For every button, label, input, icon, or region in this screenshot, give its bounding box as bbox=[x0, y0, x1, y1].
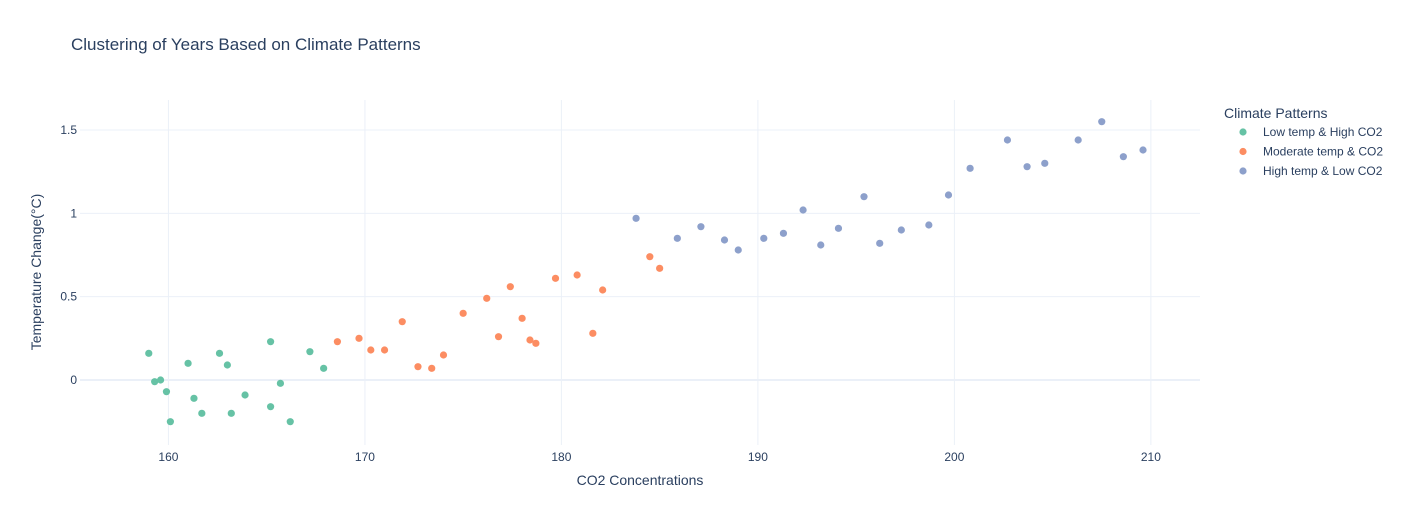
chart-title: Clustering of Years Based on Climate Pat… bbox=[71, 35, 421, 54]
data-point[interactable] bbox=[876, 239, 884, 247]
data-point[interactable] bbox=[190, 394, 198, 402]
legend-marker bbox=[1239, 128, 1247, 136]
data-point[interactable] bbox=[266, 403, 275, 411]
data-point[interactable] bbox=[779, 229, 788, 237]
data-point[interactable] bbox=[241, 391, 249, 399]
data-point[interactable] bbox=[355, 334, 363, 342]
data-point[interactable] bbox=[799, 206, 807, 214]
data-point[interactable] bbox=[1119, 153, 1127, 161]
data-point[interactable] bbox=[646, 253, 654, 261]
data-point[interactable] bbox=[333, 338, 342, 346]
data-point[interactable] bbox=[266, 338, 275, 346]
legend-marker bbox=[1239, 167, 1247, 175]
gridlines bbox=[80, 100, 1200, 445]
data-point[interactable] bbox=[860, 193, 868, 201]
data-point[interactable] bbox=[673, 234, 681, 242]
legend-item[interactable]: Low temp & High CO2 bbox=[1239, 125, 1383, 139]
data-point[interactable] bbox=[834, 224, 843, 232]
data-point[interactable] bbox=[156, 376, 165, 384]
data-point[interactable] bbox=[734, 246, 742, 254]
legend-item[interactable]: High temp & Low CO2 bbox=[1239, 164, 1383, 178]
series-3 bbox=[632, 118, 1147, 254]
data-point[interactable] bbox=[506, 283, 514, 291]
data-point[interactable] bbox=[380, 346, 389, 354]
data-point[interactable] bbox=[398, 318, 406, 326]
data-point[interactable] bbox=[306, 348, 314, 356]
data-point[interactable] bbox=[599, 286, 607, 294]
data-point[interactable] bbox=[145, 349, 153, 357]
legend-marker bbox=[1239, 147, 1247, 156]
x-tick-label: 170 bbox=[355, 450, 375, 464]
x-tick-label: 180 bbox=[551, 450, 571, 464]
data-point[interactable] bbox=[459, 309, 467, 317]
data-point[interactable] bbox=[720, 236, 729, 244]
data-point[interactable] bbox=[223, 361, 231, 369]
x-tick-label: 160 bbox=[158, 450, 178, 464]
data-point[interactable] bbox=[286, 418, 294, 426]
legend-label: Moderate temp & CO2 bbox=[1263, 145, 1383, 159]
legend-items: Low temp & High CO2 Moderate temp & CO2 Hi… bbox=[1239, 125, 1383, 178]
data-point[interactable] bbox=[1041, 159, 1049, 167]
x-tick-label: 200 bbox=[944, 450, 964, 464]
data-point[interactable] bbox=[551, 274, 560, 282]
data-point[interactable] bbox=[166, 418, 174, 426]
x-axis-title: CO2 Concentrations bbox=[577, 472, 704, 488]
data-point[interactable] bbox=[697, 223, 705, 231]
data-point[interactable] bbox=[439, 351, 448, 359]
data-point[interactable] bbox=[925, 221, 933, 229]
data-point[interactable] bbox=[1023, 163, 1031, 171]
data-point[interactable] bbox=[532, 339, 540, 347]
data-point[interactable] bbox=[897, 226, 905, 234]
y-axis-ticks: 0 0.5 1 1.5 bbox=[60, 123, 77, 387]
series-2 bbox=[333, 253, 664, 372]
data-point[interactable] bbox=[589, 329, 597, 337]
y-tick-label: 1.5 bbox=[60, 123, 77, 137]
data-point[interactable] bbox=[1139, 146, 1147, 154]
data-point[interactable] bbox=[760, 234, 768, 242]
x-tick-label: 210 bbox=[1141, 450, 1161, 464]
data-point[interactable] bbox=[1098, 118, 1106, 126]
data-point[interactable] bbox=[483, 294, 491, 302]
data-points bbox=[145, 118, 1147, 426]
data-point[interactable] bbox=[966, 164, 974, 172]
data-point[interactable] bbox=[573, 271, 581, 279]
legend: Climate Patterns Low temp & High CO2 Mode… bbox=[1224, 105, 1383, 178]
data-point[interactable] bbox=[428, 364, 436, 372]
data-point[interactable] bbox=[184, 359, 192, 367]
data-point[interactable] bbox=[632, 214, 640, 222]
data-point[interactable] bbox=[518, 314, 526, 322]
legend-item[interactable]: Moderate temp & CO2 bbox=[1239, 145, 1383, 159]
legend-label: High temp & Low CO2 bbox=[1263, 164, 1383, 178]
series-1 bbox=[145, 338, 328, 426]
data-point[interactable] bbox=[817, 241, 825, 249]
x-axis-ticks: 160 170 180 190 200 210 bbox=[158, 450, 1161, 464]
legend-title: Climate Patterns bbox=[1224, 105, 1327, 121]
data-point[interactable] bbox=[215, 349, 224, 357]
data-point[interactable] bbox=[276, 379, 285, 387]
y-axis-title: Temperature Change(°C) bbox=[28, 194, 44, 351]
data-point[interactable] bbox=[1003, 136, 1012, 144]
y-tick-label: 1 bbox=[70, 206, 77, 220]
data-point[interactable] bbox=[414, 363, 422, 371]
data-point[interactable] bbox=[1074, 136, 1082, 144]
data-point[interactable] bbox=[198, 409, 206, 417]
data-point[interactable] bbox=[367, 346, 375, 354]
data-point[interactable] bbox=[944, 191, 953, 199]
data-point[interactable] bbox=[494, 333, 503, 341]
y-tick-label: 0 bbox=[70, 373, 77, 387]
legend-label: Low temp & High CO2 bbox=[1263, 125, 1383, 139]
data-point[interactable] bbox=[320, 364, 328, 372]
data-point[interactable] bbox=[227, 409, 235, 417]
data-point[interactable] bbox=[526, 336, 534, 344]
data-point[interactable] bbox=[151, 378, 159, 386]
x-tick-label: 190 bbox=[748, 450, 768, 464]
data-point[interactable] bbox=[162, 388, 171, 396]
y-tick-label: 0.5 bbox=[60, 290, 77, 304]
data-point[interactable] bbox=[656, 264, 664, 272]
